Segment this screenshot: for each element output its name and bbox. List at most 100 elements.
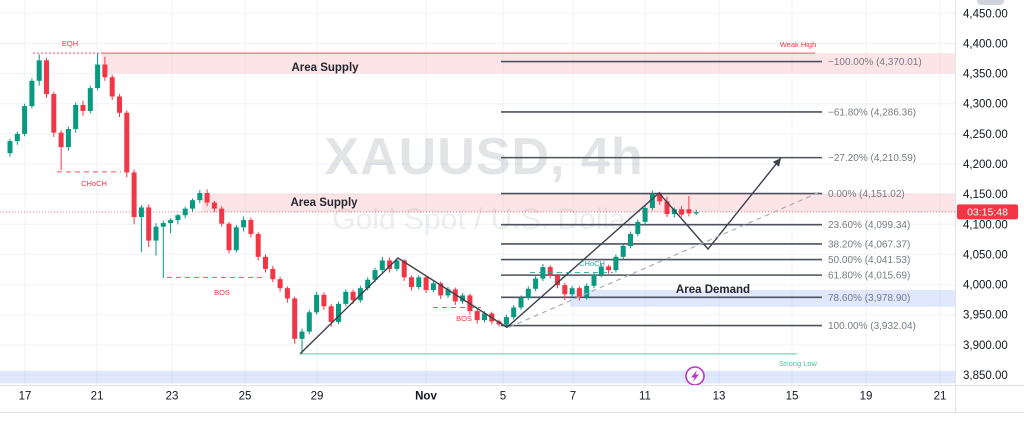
candle[interactable] <box>343 289 349 307</box>
candle[interactable] <box>620 243 626 260</box>
candle[interactable] <box>416 274 422 290</box>
candle[interactable] <box>270 265 276 283</box>
candle[interactable] <box>649 190 655 211</box>
candle[interactable] <box>109 74 115 101</box>
candle[interactable] <box>474 308 480 324</box>
candle[interactable] <box>95 53 101 91</box>
candle[interactable] <box>314 291 320 315</box>
candle[interactable] <box>555 273 560 289</box>
candle[interactable] <box>671 207 677 218</box>
dashed-trendline[interactable] <box>508 190 823 328</box>
candle[interactable] <box>146 204 152 248</box>
candle[interactable] <box>65 126 71 151</box>
candle[interactable] <box>321 292 327 310</box>
candle[interactable] <box>204 189 210 207</box>
candle[interactable] <box>263 254 268 273</box>
candle[interactable] <box>51 91 57 137</box>
candle[interactable] <box>36 54 42 86</box>
candle[interactable] <box>401 259 407 281</box>
candle[interactable] <box>584 283 590 300</box>
supply-demand-zones[interactable] <box>0 53 955 384</box>
candle[interactable] <box>306 309 312 335</box>
candle[interactable] <box>503 314 509 326</box>
candle[interactable] <box>80 100 86 116</box>
candle[interactable] <box>686 195 692 217</box>
candle[interactable] <box>569 285 575 298</box>
candle[interactable] <box>409 275 414 291</box>
candle[interactable] <box>613 254 619 273</box>
candle[interactable] <box>591 272 597 289</box>
candle[interactable] <box>511 305 517 320</box>
candle-body <box>409 277 414 287</box>
candle[interactable] <box>138 204 144 253</box>
candle[interactable] <box>248 217 254 238</box>
candle[interactable] <box>58 130 64 171</box>
candle[interactable] <box>241 216 247 232</box>
chart-markers[interactable] <box>685 366 705 386</box>
candle[interactable] <box>14 131 20 145</box>
candle[interactable] <box>387 257 393 273</box>
candle[interactable] <box>576 286 582 301</box>
candle[interactable] <box>452 287 458 306</box>
candle[interactable] <box>22 103 28 137</box>
candle[interactable] <box>642 205 648 225</box>
candle[interactable] <box>598 264 604 278</box>
candle[interactable] <box>693 209 699 216</box>
trend-lines[interactable] <box>299 157 823 355</box>
candle[interactable] <box>87 85 93 114</box>
candle[interactable] <box>29 78 35 109</box>
candle[interactable] <box>606 264 612 274</box>
candle[interactable] <box>44 57 49 98</box>
lightning-marker[interactable] <box>685 366 705 386</box>
candle[interactable] <box>197 189 203 204</box>
candle[interactable] <box>525 286 531 301</box>
candle-body <box>452 289 458 302</box>
candle[interactable] <box>635 219 641 237</box>
candle[interactable] <box>547 265 553 279</box>
fib-retracement[interactable]: −100.00% (4,370.01) −61.80% (4,286.36) −27… <box>501 57 922 332</box>
candle[interactable] <box>423 275 429 294</box>
candle[interactable] <box>255 232 261 261</box>
candle[interactable] <box>219 206 225 227</box>
candle[interactable] <box>211 200 217 213</box>
candle[interactable] <box>394 258 400 272</box>
candle[interactable] <box>430 280 436 293</box>
candle[interactable] <box>168 218 174 234</box>
candle[interactable] <box>299 328 305 355</box>
candle[interactable] <box>445 286 451 298</box>
candle[interactable] <box>153 223 159 256</box>
candle[interactable] <box>73 102 79 133</box>
candle-body <box>569 288 575 295</box>
candle[interactable] <box>664 196 670 218</box>
smc-annotations[interactable]: EQH Weak High CHoCH BOS BOS CHoCH Strong Low <box>33 39 818 368</box>
candle[interactable] <box>131 169 137 225</box>
candle[interactable] <box>379 256 385 273</box>
candle[interactable] <box>124 110 130 178</box>
candle[interactable] <box>533 276 539 292</box>
candle[interactable] <box>292 296 298 344</box>
candle[interactable] <box>562 282 568 301</box>
candle[interactable] <box>679 206 685 218</box>
candle[interactable] <box>226 221 232 254</box>
candle[interactable] <box>102 56 108 81</box>
supply-zone[interactable] <box>202 193 955 213</box>
candle[interactable] <box>336 301 341 325</box>
candle[interactable] <box>277 276 283 292</box>
candle[interactable] <box>628 231 633 249</box>
candle[interactable] <box>518 295 524 310</box>
supply-zone[interactable] <box>102 53 955 74</box>
scroll-handle-icon <box>977 0 1004 5</box>
candle[interactable] <box>175 214 181 225</box>
demand-zone[interactable] <box>0 370 955 384</box>
demand-zone[interactable] <box>570 289 955 307</box>
candle[interactable] <box>190 198 195 212</box>
candle[interactable] <box>284 286 290 303</box>
candle[interactable] <box>160 220 166 278</box>
candle[interactable] <box>7 138 13 157</box>
candle[interactable] <box>117 94 122 117</box>
candle[interactable] <box>233 224 239 253</box>
candle[interactable] <box>182 206 188 219</box>
zigzag-trendline[interactable] <box>299 157 782 355</box>
